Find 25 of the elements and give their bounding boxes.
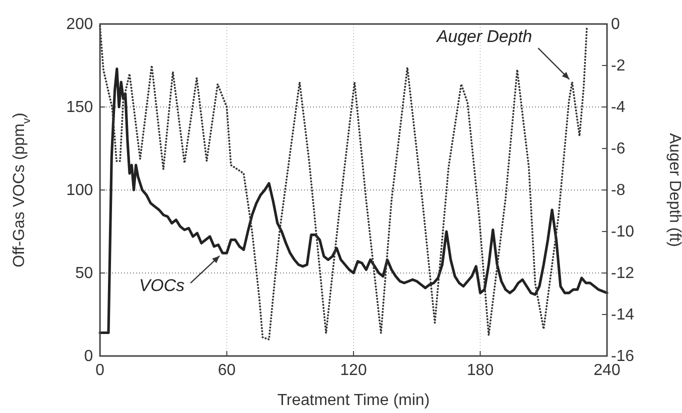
y2-tick-label: 0: [611, 16, 620, 33]
y2-tick-label: -2: [611, 58, 626, 74]
line-series: [98, 68, 608, 334]
y2-tick-label: -8: [611, 182, 626, 199]
y2-axis-title: Auger Depth (ft): [666, 133, 682, 247]
y2-tick-label: -14: [611, 306, 634, 324]
x-tick-label: 240: [594, 362, 620, 379]
y-tick-label: 50: [75, 265, 94, 282]
y2-tick-label: -6: [611, 140, 626, 158]
y-tick-label: 200: [66, 16, 94, 33]
x-axis-title: Treatment Time (min): [277, 392, 430, 409]
y2-tick-label: -12: [611, 265, 634, 282]
y2-tick-label: -10: [611, 224, 634, 240]
y-tick-label: 150: [66, 99, 94, 116]
y-tick-label: 100: [66, 182, 94, 199]
line-series: [99, 25, 588, 340]
x-tick-label: 60: [218, 362, 236, 379]
series-label: Auger Depth: [436, 27, 532, 46]
x-tick-label: 0: [96, 362, 105, 379]
y-tick-label: 0: [84, 348, 94, 365]
x-tick-label: 120: [340, 362, 367, 379]
x-tick-label: 180: [466, 362, 494, 379]
y2-tick-label: -16: [611, 348, 634, 365]
y2-tick-label: -4: [611, 99, 626, 116]
series-label: VOCs: [139, 276, 186, 296]
